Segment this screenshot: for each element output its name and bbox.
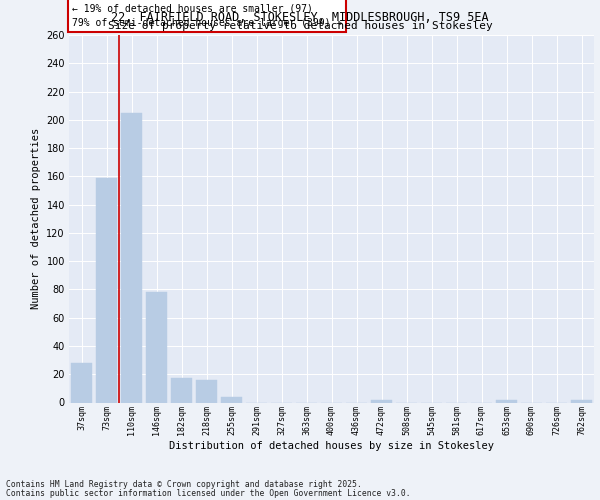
Bar [221, 397, 242, 402]
Bar [71, 363, 92, 403]
Text: 22 FAIRFIELD ROAD: 97sqm
← 19% of detached houses are smaller (97)
79% of semi-d: 22 FAIRFIELD ROAD: 97sqm ← 19% of detach… [71, 0, 342, 28]
Bar [146, 292, 167, 403]
Bar [121, 112, 142, 403]
Bar [96, 178, 117, 402]
Bar [196, 380, 217, 402]
Text: Size of property relative to detached houses in Stokesley: Size of property relative to detached ho… [107, 21, 493, 31]
Text: Contains public sector information licensed under the Open Government Licence v3: Contains public sector information licen… [6, 488, 410, 498]
Bar [496, 400, 517, 402]
Bar [171, 378, 192, 402]
Bar [371, 400, 392, 402]
Text: 22, FAIRFIELD ROAD, STOKESLEY, MIDDLESBROUGH, TS9 5EA: 22, FAIRFIELD ROAD, STOKESLEY, MIDDLESBR… [111, 11, 489, 24]
X-axis label: Distribution of detached houses by size in Stokesley: Distribution of detached houses by size … [169, 441, 494, 451]
Text: Contains HM Land Registry data © Crown copyright and database right 2025.: Contains HM Land Registry data © Crown c… [6, 480, 362, 489]
Y-axis label: Number of detached properties: Number of detached properties [31, 128, 41, 310]
Bar [571, 400, 592, 402]
